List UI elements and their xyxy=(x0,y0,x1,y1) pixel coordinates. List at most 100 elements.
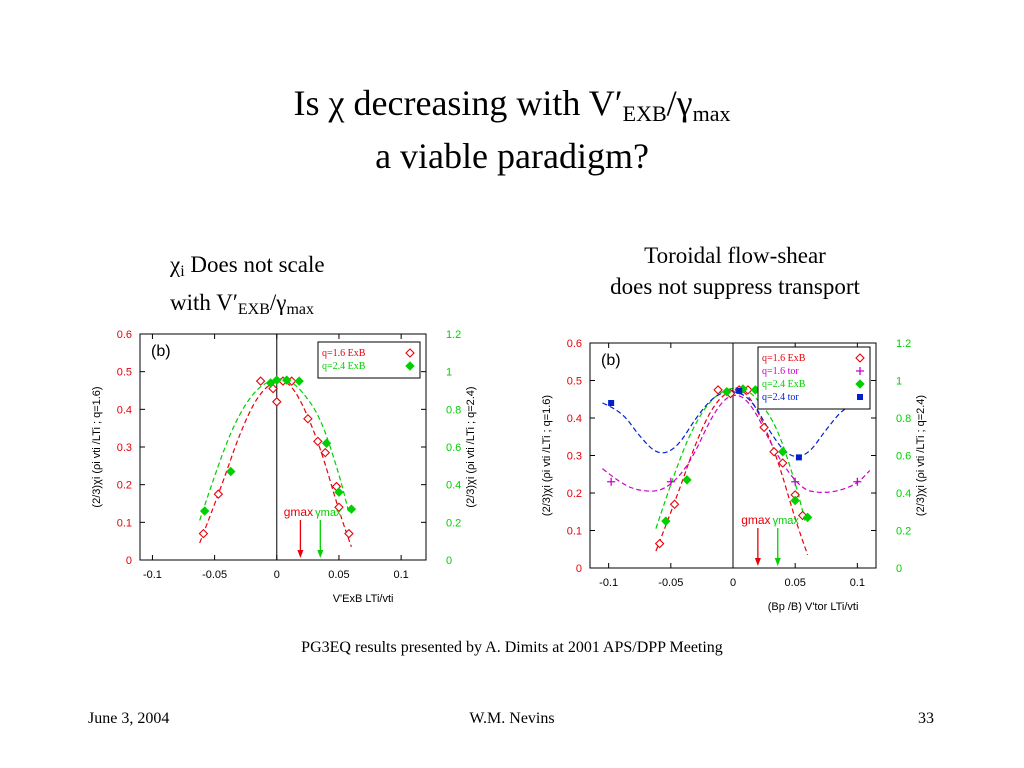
data-point xyxy=(265,378,276,388)
y-left-tick-label: 0.2 xyxy=(567,488,582,500)
data-point xyxy=(255,376,266,386)
data-point xyxy=(334,487,344,497)
y-left-tick-label: 0.5 xyxy=(117,367,132,379)
data-point xyxy=(654,538,665,549)
data-point xyxy=(607,477,616,486)
y-left-tick-label: 0 xyxy=(576,563,582,575)
x-tick-label: -0.1 xyxy=(599,577,618,589)
y-right-tick-label: 1 xyxy=(446,367,452,379)
legend-box xyxy=(757,346,871,410)
gamma-max-arrowhead xyxy=(774,558,781,566)
data-point xyxy=(321,438,332,448)
left-caption-line-2: with V′EXB/γmax xyxy=(170,287,400,325)
panel-label: (b) xyxy=(151,343,171,360)
right-chart-caption: Toroidal flow-shear does not suppress tr… xyxy=(560,240,910,302)
y-right-tick-label: 1.2 xyxy=(446,329,461,341)
right-caption-line-1: Toroidal flow-shear xyxy=(644,243,826,268)
data-point xyxy=(666,477,675,486)
x-tick-label: 0 xyxy=(730,577,736,589)
left-caption-sub-max: max xyxy=(286,301,314,318)
title-text-is: Is xyxy=(293,83,329,123)
gamma-max-label: γmax xyxy=(773,515,800,527)
y-right-tick-label: 0.8 xyxy=(446,404,461,416)
data-point xyxy=(722,387,732,397)
title-text-decreasing: decreasing with V′ xyxy=(344,83,623,123)
gamma-max-arrowhead xyxy=(317,550,324,558)
legend-box xyxy=(317,341,421,379)
data-point xyxy=(778,447,788,457)
x-axis-label-part-0: (Bp /B) V'tor LTi/vti xyxy=(768,601,859,613)
g-max-label-part-0: gmax xyxy=(741,513,770,527)
y-right-axis-label-part-0: (2/3)χi (ρi vti /LTi ; q=2.4) xyxy=(465,386,477,507)
data-point xyxy=(226,466,236,477)
y-right-tick-label: 0.2 xyxy=(446,517,461,529)
right-chart: -0.1 -0.05 0 0.05 0.1 0 0.1 0.2 0.3 0.4 0.5 0.6 0 0.2… xyxy=(541,338,927,613)
y-right-tick-label: 0.8 xyxy=(896,413,911,425)
data-point xyxy=(608,400,615,406)
left-caption-gamma: /γ xyxy=(269,290,287,315)
data-point xyxy=(303,413,313,424)
data-point xyxy=(213,489,224,499)
data-point xyxy=(713,385,723,395)
y-right-tick-label: 1 xyxy=(896,376,902,388)
left-caption-text: Does not scale xyxy=(184,252,325,277)
y-right-tick-label: 0 xyxy=(446,555,452,567)
data-point xyxy=(272,375,282,385)
data-point xyxy=(282,375,292,385)
data-point xyxy=(802,512,813,523)
x-axis-label: (Bp /B) V'tor LTi/vti xyxy=(768,601,859,613)
g-max-label: gmax xyxy=(741,513,770,527)
fit-curve-red xyxy=(655,388,809,556)
g-max-label: gmax xyxy=(284,505,313,519)
left-caption-sub-exb: EXB xyxy=(237,301,270,318)
data-point xyxy=(790,495,800,506)
x-tick-label: 0.1 xyxy=(850,577,865,589)
data-point xyxy=(759,422,769,433)
legend-marker xyxy=(405,361,415,371)
title-line-1: Is χ decreasing with V′EXB/γmax xyxy=(0,82,1024,135)
legend-label: q=1.6 ExB xyxy=(762,353,806,364)
series-green xyxy=(199,375,357,516)
y-left-tick-label: 0.3 xyxy=(567,451,582,463)
series-magenta xyxy=(607,477,862,486)
title-chi-symbol: χ xyxy=(328,83,345,123)
data-point xyxy=(199,506,210,516)
data-point xyxy=(661,516,671,526)
title-sub-exb: EXB xyxy=(622,101,667,126)
data-point xyxy=(769,446,779,457)
data-point xyxy=(346,504,357,514)
left-caption-chi: χ xyxy=(170,252,181,277)
title-line-2: a viable paradigm? xyxy=(375,136,649,176)
legend-label: q=1.6 ExB xyxy=(322,348,366,359)
data-point xyxy=(736,387,743,394)
gamma-max-label-part-0: γmax xyxy=(773,515,800,527)
y-right-axis-label: (2/3)χi (ρi vti /LTi ; q=2.4) xyxy=(915,395,927,516)
footer-date: June 3, 2004 xyxy=(88,710,170,727)
y-right-tick-label: 1.2 xyxy=(896,338,911,350)
data-point xyxy=(313,436,323,447)
data-point xyxy=(198,528,209,539)
x-axis-label-part-0: V'ExB LTi/vti xyxy=(333,593,394,605)
series-green xyxy=(661,384,813,526)
y-left-tick-label: 0.4 xyxy=(117,404,132,416)
y-left-tick-label: 0 xyxy=(126,555,132,567)
fit-curve-blue xyxy=(602,391,864,458)
y-left-tick-label: 0.4 xyxy=(567,413,582,425)
y-left-axis-label-part-0: (2/3)χi (ρi vti /LTi ; q=1.6) xyxy=(91,386,103,507)
data-point xyxy=(795,454,802,461)
title-sub-max: max xyxy=(692,101,731,126)
left-caption-with-v: with V′ xyxy=(170,290,238,315)
g-max-arrowhead xyxy=(754,558,761,566)
slide-title: Is χ decreasing with V′EXB/γmax a viable… xyxy=(0,82,1024,177)
data-point xyxy=(320,447,331,458)
y-right-tick-label: 0.6 xyxy=(446,442,461,454)
y-left-axis-label: (2/3)χi (ρi vti /LTi ; q=1.6) xyxy=(91,386,103,507)
legend-label: q=2.4 ExB xyxy=(762,379,806,390)
fit-curve-red xyxy=(199,380,352,548)
y-right-axis-label: (2/3)χi (ρi vti /LTi ; q=2.4) xyxy=(465,386,477,507)
x-tick-label: 0 xyxy=(274,569,280,581)
y-left-tick-label: 0.6 xyxy=(567,338,582,350)
data-point xyxy=(791,477,800,486)
x-tick-label: 0.05 xyxy=(784,577,805,589)
y-left-axis-label: (2/3)χi (ρi vti /LTi ; q=1.6) xyxy=(541,395,553,516)
